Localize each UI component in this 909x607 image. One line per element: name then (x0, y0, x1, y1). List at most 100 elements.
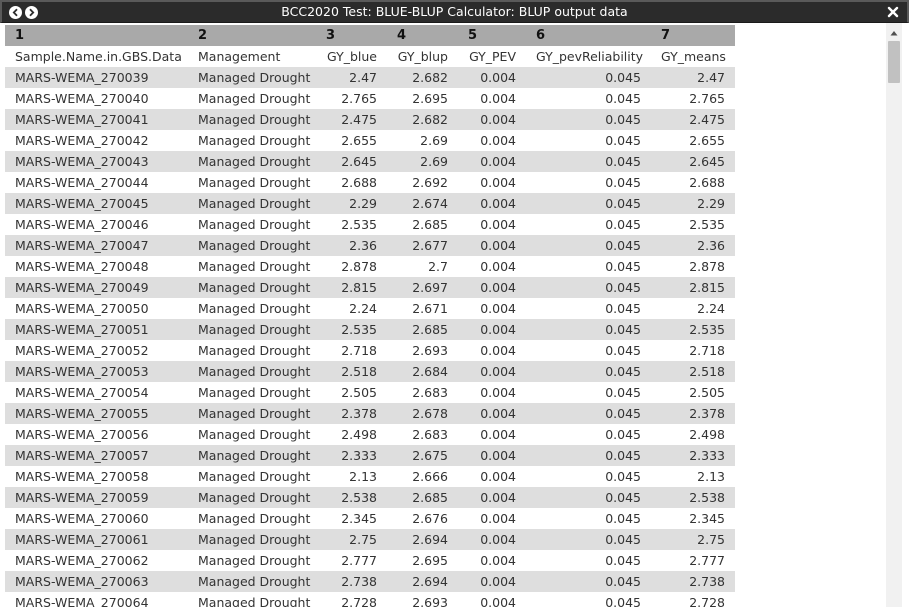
table-cell: 0.045 (526, 508, 651, 529)
column-header[interactable]: Management (188, 46, 316, 67)
table-cell: 0.004 (458, 529, 526, 550)
table-cell: Managed Drought (188, 382, 316, 403)
table-cell: 0.004 (458, 298, 526, 319)
table-cell: 2.535 (316, 319, 387, 340)
table-cell: 0.045 (526, 256, 651, 277)
scroll-up-button[interactable] (886, 27, 902, 39)
resize-handle[interactable] (903, 396, 909, 412)
table-row: MARS-WEMA_270062 Managed Drought 2.777 2.69… (5, 550, 735, 571)
table-cell: 0.004 (458, 571, 526, 592)
table-cell: 2.682 (387, 67, 458, 88)
table-row: MARS-WEMA_270043 Managed Drought 2.645 2.69… (5, 151, 735, 172)
table-cell: 0.004 (458, 487, 526, 508)
table-row: MARS-WEMA_270057 Managed Drought 2.333 2.67… (5, 445, 735, 466)
close-button[interactable] (885, 4, 901, 20)
table-cell: Managed Drought (188, 466, 316, 487)
table-cell: 2.69 (387, 130, 458, 151)
table-row: MARS-WEMA_270045 Managed Drought 2.29 2.674… (5, 193, 735, 214)
vertical-scrollbar[interactable] (886, 23, 902, 607)
table-cell: Managed Drought (188, 172, 316, 193)
table-cell: 2.345 (651, 508, 735, 529)
table-cell: 2.333 (651, 445, 735, 466)
column-header[interactable]: GY_pevReliability (526, 46, 651, 67)
table-cell: 0.004 (458, 109, 526, 130)
table-row: MARS-WEMA_270059 Managed Drought 2.538 2.68… (5, 487, 735, 508)
table-cell: 2.13 (316, 466, 387, 487)
table-cell: 0.004 (458, 361, 526, 382)
column-header[interactable]: GY_blue (316, 46, 387, 67)
table-row: MARS-WEMA_270063 Managed Drought 2.738 2.69… (5, 571, 735, 592)
table-cell: 2.47 (651, 67, 735, 88)
column-header[interactable]: GY_blup (387, 46, 458, 67)
table-cell: 0.004 (458, 193, 526, 214)
table-cell: 2.694 (387, 571, 458, 592)
table-cell: 2.694 (387, 529, 458, 550)
table-cell: 0.045 (526, 529, 651, 550)
table-cell: Managed Drought (188, 193, 316, 214)
column-header[interactable]: GY_PEV (458, 46, 526, 67)
table-cell: 2.75 (316, 529, 387, 550)
table-row: MARS-WEMA_270046 Managed Drought 2.535 2.68… (5, 214, 735, 235)
table-cell: 0.004 (458, 214, 526, 235)
table-cell: 0.045 (526, 403, 651, 424)
window-edge (902, 23, 909, 607)
table-cell: 0.045 (526, 487, 651, 508)
table-cell: MARS-WEMA_270039 (5, 67, 188, 88)
table-row: MARS-WEMA_270064 Managed Drought 2.728 2.69… (5, 592, 735, 607)
table-cell: MARS-WEMA_270041 (5, 109, 188, 130)
table-cell: 2.378 (651, 403, 735, 424)
column-header[interactable]: Sample.Name.in.GBS.Data (5, 46, 188, 67)
table-cell: 2.518 (316, 361, 387, 382)
table-cell: Managed Drought (188, 130, 316, 151)
table-row: MARS-WEMA_270061 Managed Drought 2.75 2.694… (5, 529, 735, 550)
table-cell: 0.045 (526, 193, 651, 214)
table-cell: Managed Drought (188, 256, 316, 277)
table-cell: 2.333 (316, 445, 387, 466)
table-cell: 2.24 (316, 298, 387, 319)
table-cell: 2.498 (316, 424, 387, 445)
table-row: MARS-WEMA_270055 Managed Drought 2.378 2.67… (5, 403, 735, 424)
table-cell: 0.045 (526, 130, 651, 151)
table-cell: 2.36 (316, 235, 387, 256)
scroll-up-icon (890, 31, 898, 36)
back-icon (12, 8, 18, 17)
table-cell: 0.004 (458, 382, 526, 403)
back-button[interactable] (9, 6, 22, 19)
table-cell: 2.878 (316, 256, 387, 277)
table-cell: 2.345 (316, 508, 387, 529)
table-cell: MARS-WEMA_270056 (5, 424, 188, 445)
table-cell: 2.505 (316, 382, 387, 403)
scroll-thumb[interactable] (888, 41, 900, 83)
table-cell: 0.045 (526, 172, 651, 193)
table-cell: 2.765 (316, 88, 387, 109)
table-cell: 2.777 (651, 550, 735, 571)
table-cell: MARS-WEMA_270060 (5, 508, 188, 529)
table-cell: MARS-WEMA_270059 (5, 487, 188, 508)
table-cell: MARS-WEMA_270050 (5, 298, 188, 319)
table-cell: 2.718 (651, 340, 735, 361)
table-cell: 0.045 (526, 67, 651, 88)
table-cell: 0.004 (458, 67, 526, 88)
column-header-row: Sample.Name.in.GBS.Data Management GY_blue… (5, 46, 735, 67)
table-cell: 2.671 (387, 298, 458, 319)
table-cell: Managed Drought (188, 298, 316, 319)
table-cell: 2.695 (387, 550, 458, 571)
table-cell: 0.045 (526, 424, 651, 445)
table-cell: 0.004 (458, 130, 526, 151)
table-cell: 2.738 (651, 571, 735, 592)
table-cell: 0.004 (458, 277, 526, 298)
table-cell: 2.538 (316, 487, 387, 508)
table-cell: 0.004 (458, 466, 526, 487)
forward-button[interactable] (25, 6, 38, 19)
table-cell: 2.738 (316, 571, 387, 592)
table-cell: MARS-WEMA_270040 (5, 88, 188, 109)
column-header[interactable]: GY_means (651, 46, 735, 67)
table-cell: 0.004 (458, 319, 526, 340)
table-cell: 2.676 (387, 508, 458, 529)
table-cell: 2.518 (651, 361, 735, 382)
table-cell: 2.878 (651, 256, 735, 277)
table-cell: 2.29 (316, 193, 387, 214)
table-cell: 2.645 (316, 151, 387, 172)
